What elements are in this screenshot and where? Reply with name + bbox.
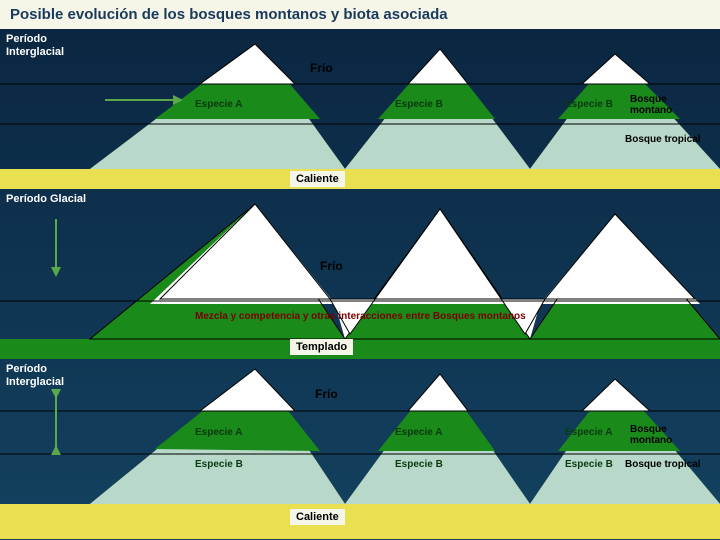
arrow-up (55, 397, 57, 447)
especie-b-m2-3: Especie B (395, 459, 443, 470)
especie-b-m3-1: Especie B (565, 99, 613, 110)
panel-glacial: Período Glacial .arrow-v::after{border-t… (0, 189, 720, 359)
panel-interglacial-1: Período Interglacial .arrow-h::after{bor… (0, 29, 720, 189)
especie-a-m2-3: Especie A (395, 427, 442, 438)
period-label-1: Período Interglacial (6, 33, 64, 59)
especie-b-m2-1: Especie B (395, 99, 443, 110)
legend-tropical-3: Bosque tropical (625, 459, 701, 470)
frio-label-2: Frío (320, 259, 343, 273)
arrow-horizontal (105, 99, 175, 101)
mountains-3 (0, 359, 720, 539)
mountains-2 (0, 189, 720, 359)
especie-a-m1-3: Especie A (195, 427, 242, 438)
legend-montano-3: Bosque montano (630, 424, 672, 446)
frio-label-3: Frío (315, 387, 338, 401)
page-title: Posible evolución de los bosques montano… (0, 0, 720, 29)
mezcla-label: Mezcla y competencia y otras interaccion… (195, 311, 526, 322)
especie-b-m3-3: Especie B (565, 459, 613, 470)
caliente-3: Caliente (290, 509, 345, 525)
period-label-2: Período Glacial (6, 193, 86, 206)
caliente-1: Caliente (290, 171, 345, 187)
arrow-down (55, 219, 57, 269)
frio-label-1: Frío (310, 61, 333, 75)
templado-label: Templado (290, 339, 353, 355)
especie-a-m3-3: Especie A (565, 427, 612, 438)
especie-a-1: Especie A (195, 99, 242, 110)
period-label-3: Período Interglacial (6, 363, 64, 389)
legend-tropical-1: Bosque tropical (625, 134, 701, 145)
especie-b-m1-3: Especie B (195, 459, 243, 470)
legend-montano-1: Bosque montano (630, 94, 672, 116)
panel-interglacial-2: Período Interglacial .arrow-vu::after{bo… (0, 359, 720, 539)
